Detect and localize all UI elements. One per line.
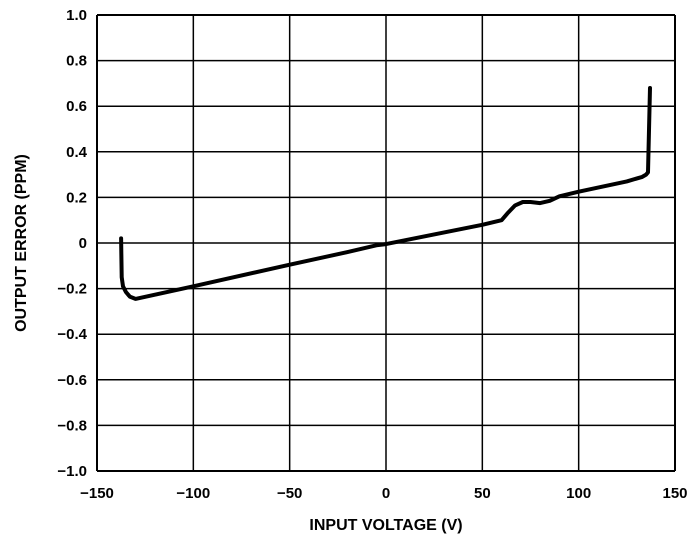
y-axis-label: OUTPUT ERROR (PPM) [13, 154, 30, 332]
x-tick-label: 100 [566, 485, 591, 502]
series-line [119, 86, 652, 301]
y-tick-label: 0.2 [66, 189, 87, 206]
y-tick-label: 0.4 [66, 144, 88, 161]
x-tick-label: 50 [474, 485, 491, 502]
x-axis-label: INPUT VOLTAGE (V) [309, 517, 462, 534]
y-tick-label: −0.2 [57, 281, 87, 298]
tick-labels: −150 −100 −50 0 50 100 150 1.0 0.8 0.6 0.4 0.2 0 −0.2… [57, 7, 687, 502]
y-tick-label: 0.8 [66, 53, 87, 70]
x-tick-label: 150 [662, 485, 687, 502]
x-tick-label: −50 [277, 485, 302, 502]
x-tick-label: −150 [80, 485, 114, 502]
y-tick-label: 0 [79, 235, 87, 252]
x-tick-label: 0 [382, 485, 390, 502]
y-tick-label: 1.0 [66, 7, 87, 24]
x-tick-label: −100 [176, 485, 210, 502]
y-tick-label: −0.8 [57, 417, 87, 434]
y-tick-label: −1.0 [57, 463, 87, 480]
y-tick-label: −0.6 [57, 372, 87, 389]
y-tick-label: −0.4 [57, 326, 87, 343]
y-tick-label: 0.6 [66, 98, 87, 115]
